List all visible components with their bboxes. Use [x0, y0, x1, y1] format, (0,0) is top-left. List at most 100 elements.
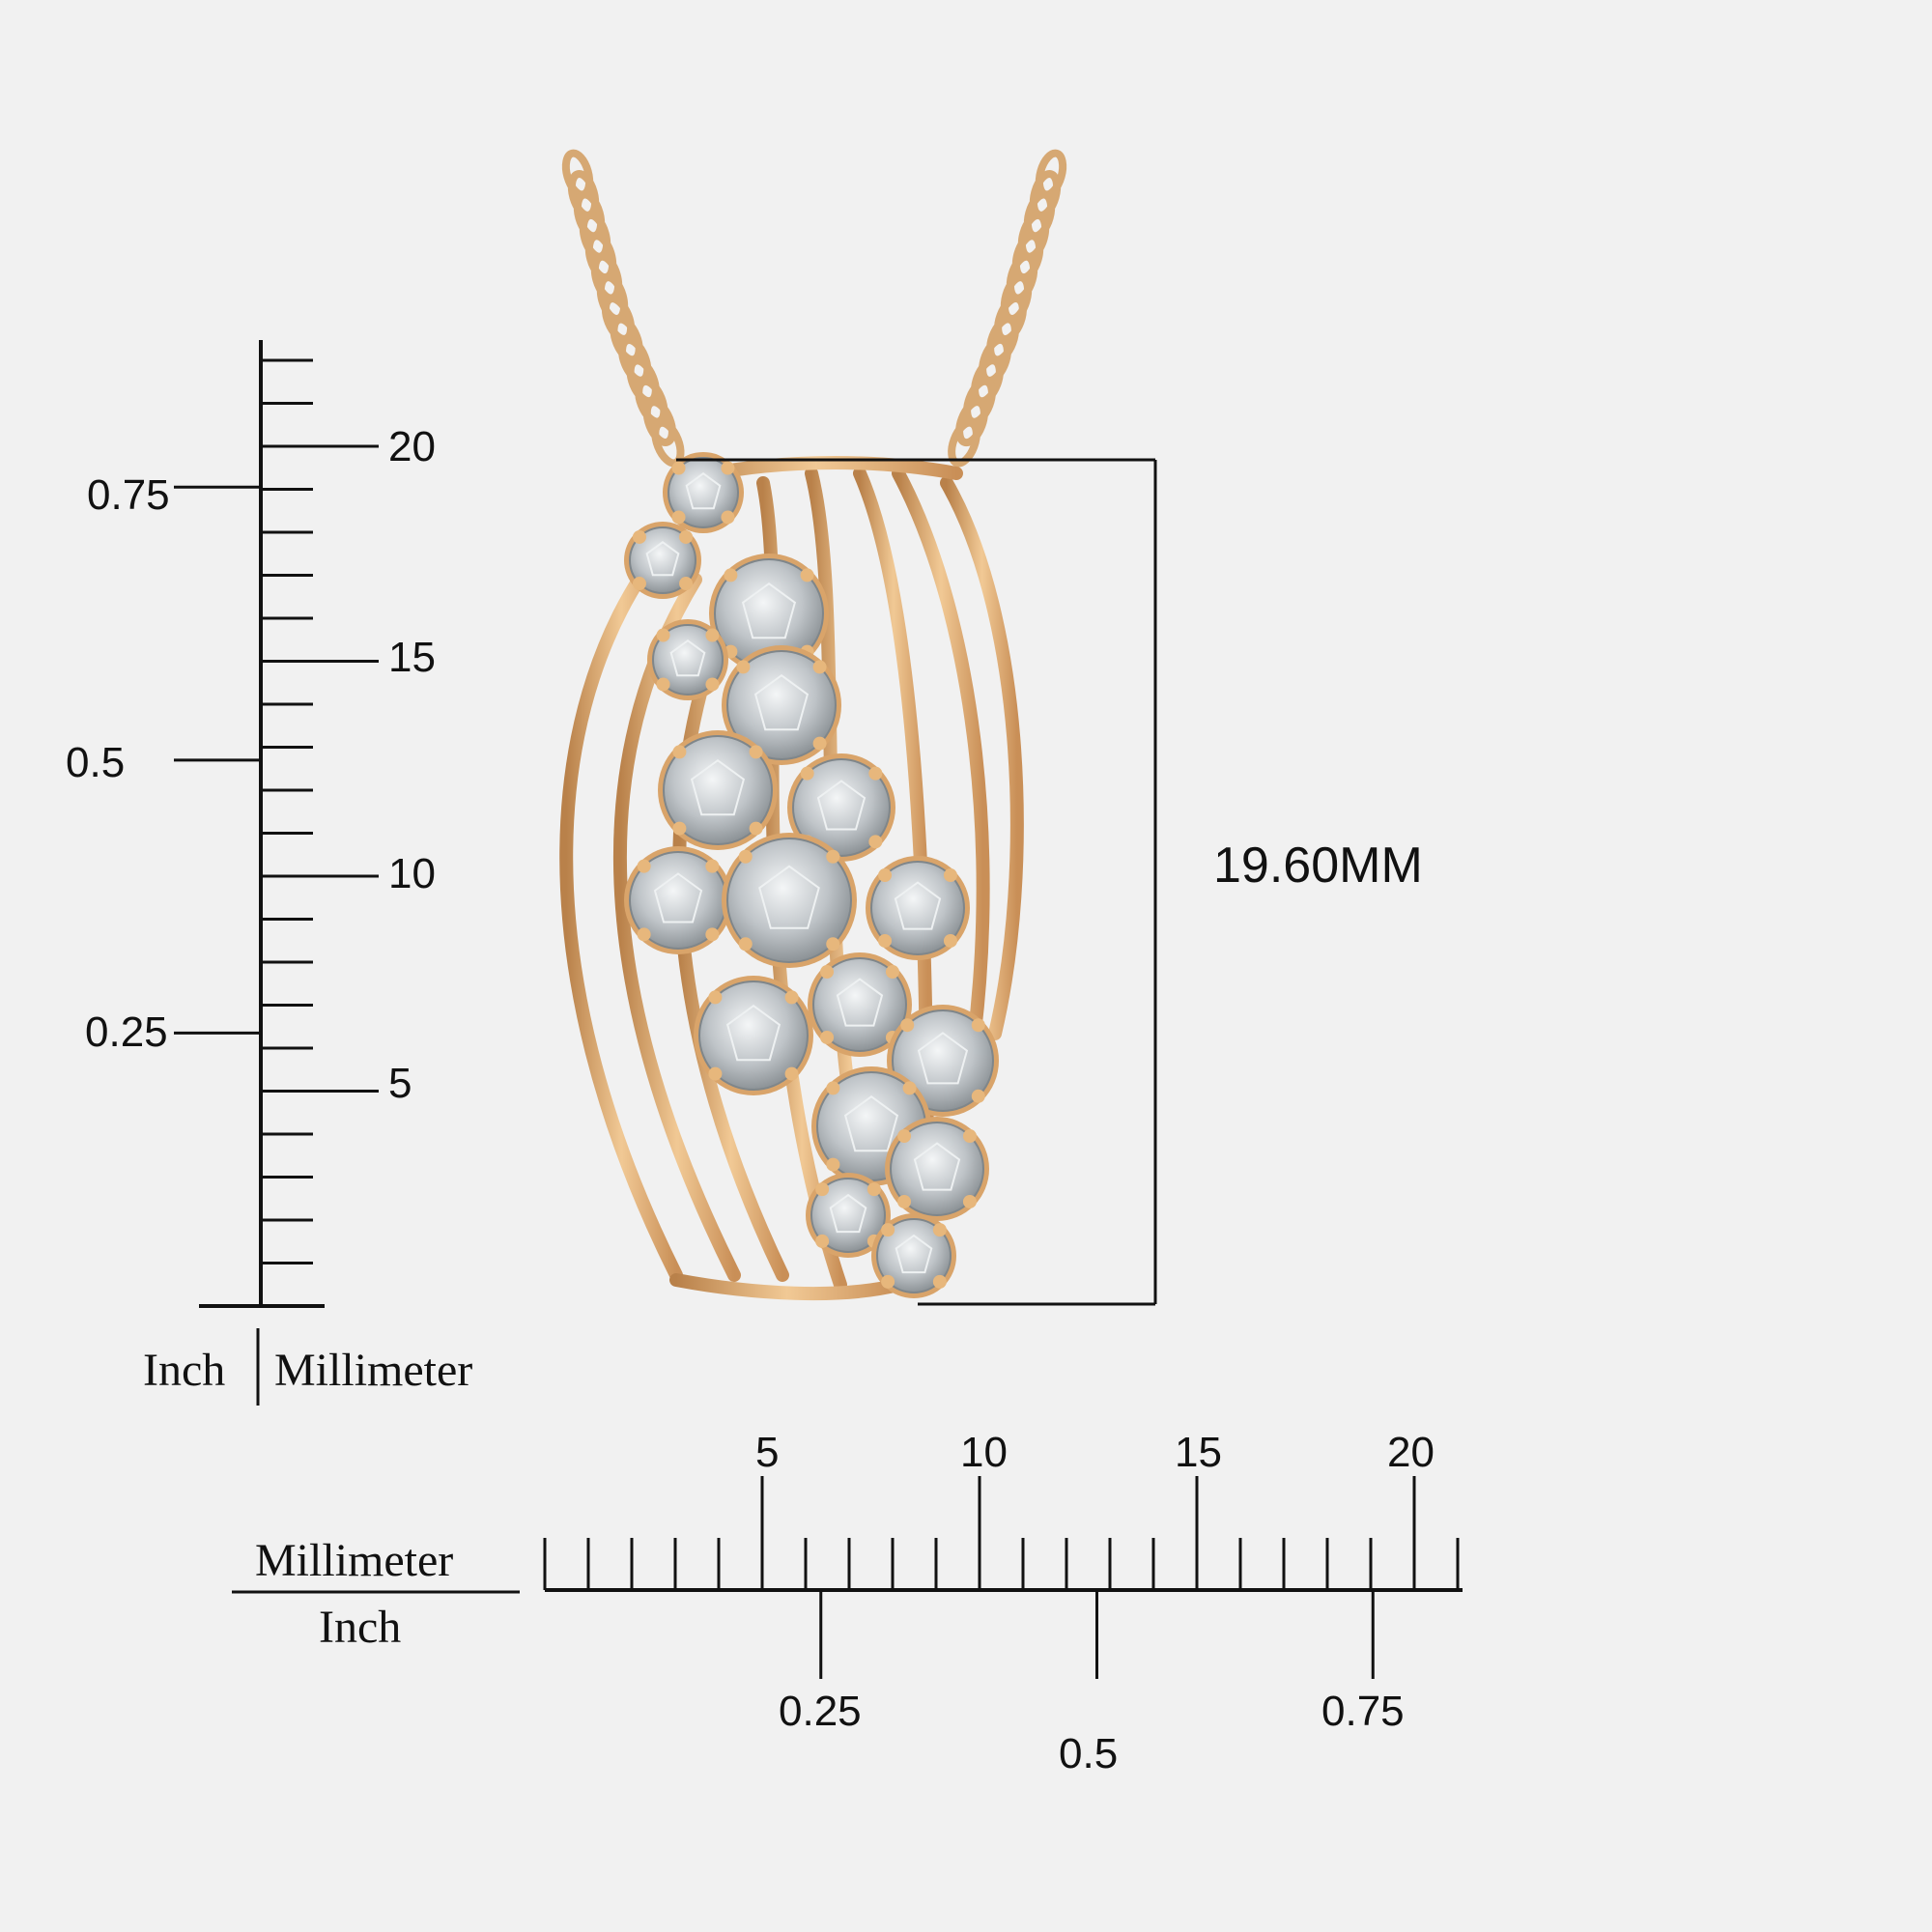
- stone-prong: [820, 1030, 835, 1044]
- stone-prong: [671, 461, 686, 475]
- stone-prong: [962, 1194, 977, 1208]
- stone-prong: [679, 529, 694, 544]
- h-unit-millimeter: Millimeter: [255, 1535, 453, 1586]
- stone-prong: [738, 849, 753, 864]
- h-mm-label-5: 5: [755, 1429, 779, 1476]
- stone-prong: [656, 677, 670, 692]
- stone-prong: [749, 745, 763, 759]
- diamond-stones: [624, 452, 999, 1298]
- stone-facet: [843, 1094, 899, 1152]
- stone-prong: [815, 1182, 830, 1197]
- stone-prong: [784, 1066, 799, 1081]
- diamond-stone: [722, 833, 857, 968]
- stone-prong: [878, 868, 893, 883]
- v-inch-label-05: 0.5: [66, 739, 125, 786]
- stone-prong: [815, 1234, 830, 1248]
- diamond-stone: [647, 619, 728, 700]
- stone-facet: [669, 639, 706, 677]
- stone-prong: [800, 766, 814, 781]
- diamond-stone: [709, 554, 829, 673]
- stone-prong: [656, 628, 670, 642]
- stone-face: [652, 624, 724, 696]
- stone-face: [876, 1218, 952, 1293]
- stone-face: [629, 526, 696, 594]
- stone-face: [870, 861, 965, 955]
- stone-facet: [836, 978, 884, 1027]
- h-inch-label-075: 0.75: [1321, 1688, 1405, 1735]
- stone-prong: [826, 1081, 840, 1095]
- v-mm-label-10: 10: [388, 850, 436, 897]
- stone-facet: [917, 1032, 969, 1085]
- h-mm-label-10: 10: [960, 1429, 1008, 1476]
- chain-link: [955, 398, 988, 447]
- stone-prong: [867, 1182, 881, 1197]
- stone-prong: [721, 461, 735, 475]
- stone-prong: [738, 937, 753, 952]
- stone-face: [792, 758, 891, 857]
- diamond-stone: [787, 753, 895, 862]
- v-unit-millimeter: Millimeter: [274, 1345, 472, 1396]
- h-inch-label-025: 0.25: [779, 1688, 862, 1735]
- stone-facet: [690, 758, 746, 816]
- stone-prong: [897, 1129, 912, 1144]
- stone-face: [698, 980, 809, 1091]
- stone-face: [812, 957, 907, 1052]
- stone-prong: [868, 835, 883, 849]
- height-dimension-bracket: [676, 458, 1157, 1306]
- stone-prong: [705, 677, 720, 692]
- h-mm-label-20: 20: [1387, 1429, 1435, 1476]
- stone-face: [663, 735, 773, 845]
- stone-prong: [637, 927, 651, 942]
- stone-facet: [753, 673, 810, 731]
- stone-prong: [881, 1274, 895, 1289]
- stone-prong: [962, 1129, 977, 1144]
- stone-face: [810, 1178, 886, 1253]
- stone-face: [726, 838, 852, 963]
- stone-facet: [653, 872, 703, 923]
- v-inch-label-025: 0.25: [85, 1009, 168, 1056]
- stone-prong: [878, 933, 893, 948]
- stone-prong: [900, 1018, 915, 1033]
- diamond-stone: [871, 1213, 956, 1298]
- v-inch-label-075: 0.75: [87, 471, 170, 519]
- stone-prong: [721, 510, 735, 525]
- stone-prong: [749, 821, 763, 836]
- stone-prong: [705, 628, 720, 642]
- stone-prong: [881, 1223, 895, 1237]
- stone-prong: [724, 568, 738, 582]
- vertical-ruler: 5 10 15 20 0.25 0.5 0.75 Inch Millimeter: [66, 340, 472, 1406]
- stone-facet: [816, 780, 867, 831]
- diamond-stone: [663, 452, 744, 533]
- stone-prong: [943, 868, 957, 883]
- stone-prong: [897, 1194, 912, 1208]
- stone-prong: [826, 1157, 840, 1172]
- stone-prong: [736, 660, 751, 674]
- stone-prong: [885, 965, 899, 980]
- stone-prong: [708, 990, 723, 1005]
- diamond-stone: [658, 730, 778, 850]
- stone-prong: [932, 1274, 947, 1289]
- stone-facet: [913, 1142, 961, 1191]
- stone-facet: [645, 541, 680, 577]
- diamond-stone: [806, 1173, 891, 1258]
- stone-prong: [971, 1018, 985, 1033]
- stone-prong: [708, 1066, 723, 1081]
- stone-prong: [826, 937, 840, 952]
- stone-prong: [672, 821, 687, 836]
- stone-prong: [943, 933, 957, 948]
- stone-prong: [971, 1089, 985, 1103]
- stone-prong: [632, 577, 646, 591]
- pendant: [559, 452, 1024, 1301]
- stone-prong: [826, 849, 840, 864]
- horizontal-ruler: 5 10 15 20 0.25 0.5 0.75 Millimeter Inch: [232, 1429, 1463, 1777]
- diamond-stone: [866, 856, 970, 960]
- stone-prong: [705, 859, 720, 873]
- stone-facet: [829, 1193, 867, 1234]
- diamond-stone: [885, 1117, 989, 1221]
- stone-prong: [671, 510, 686, 525]
- h-inch-label-05: 0.5: [1059, 1730, 1118, 1777]
- stone-face: [668, 457, 739, 528]
- diamond-stone: [624, 522, 701, 599]
- v-mm-label-5: 5: [388, 1060, 412, 1107]
